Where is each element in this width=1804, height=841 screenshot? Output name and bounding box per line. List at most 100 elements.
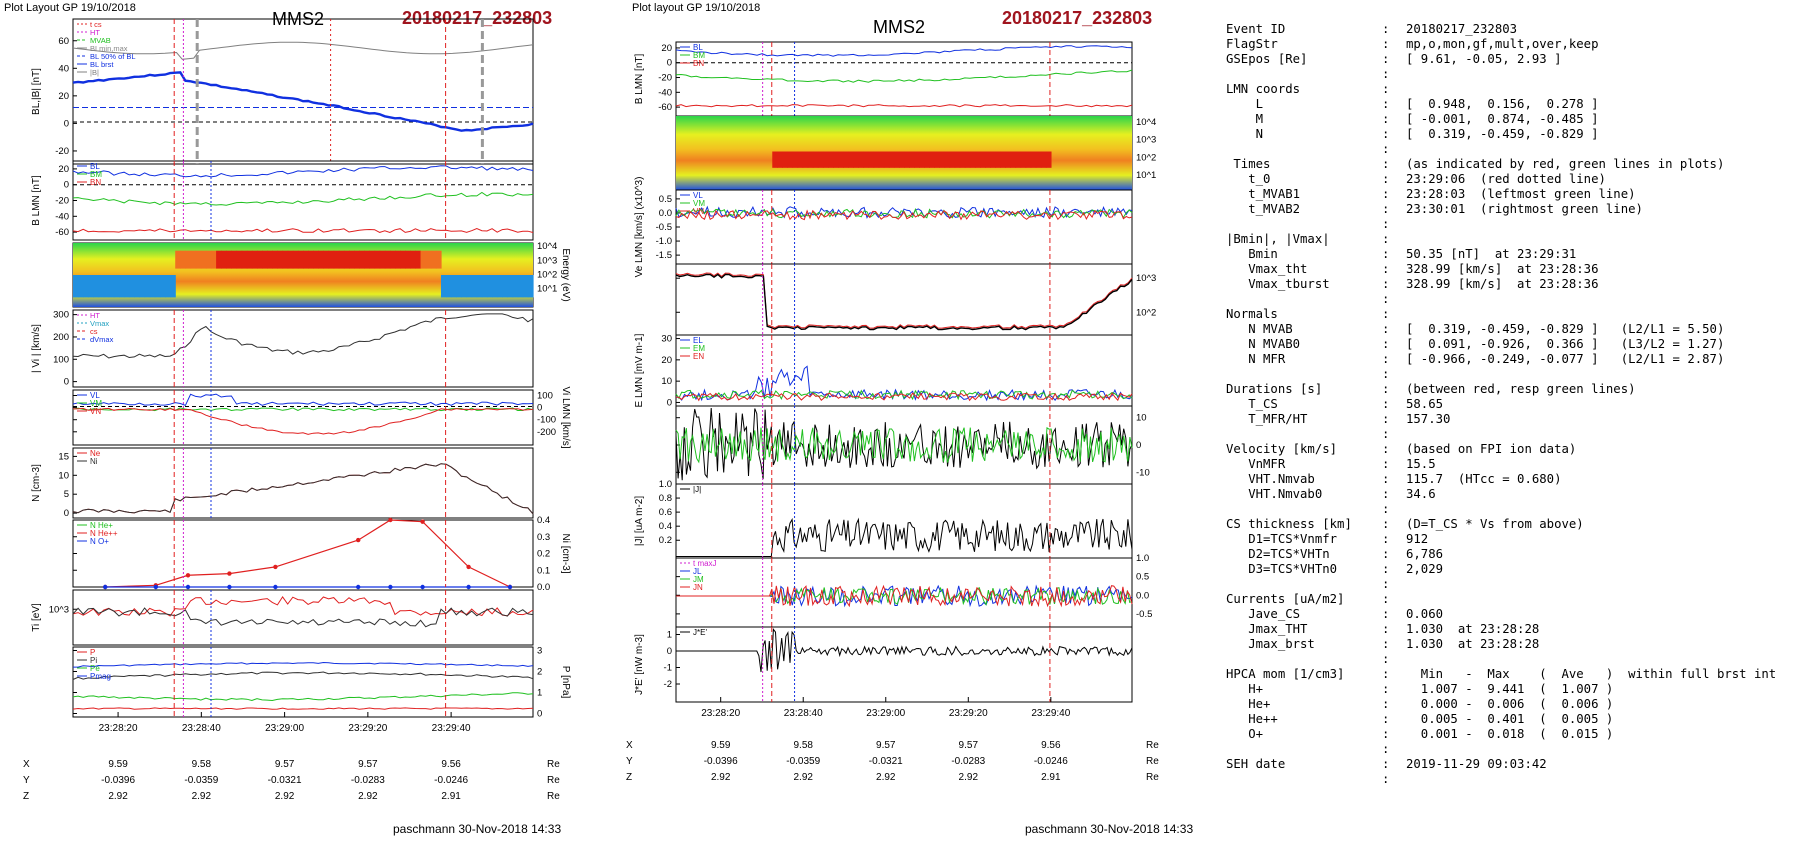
info-row: He++: 0.005 - 0.401 ( 0.005 ) [1226,712,1800,727]
info-separator: : [1382,532,1390,546]
info-value: 6,786 [1406,547,1444,561]
info-key: N MVAB0 [1226,337,1301,351]
info-row: |Bmin|, |Vmax|: [1226,232,1800,247]
info-row: D2=TCS*VHTn: 6,786 [1226,547,1800,562]
spacecraft-title-middle: MMS2 [873,17,926,37]
legend-entry: EM [693,344,705,353]
orbit-value: 9.57 [876,740,896,751]
info-row: t_MVAB2: 23:30:01 (rightmost green line) [1226,202,1800,217]
mid-spectrogram-cell [995,151,1001,168]
left-panel-blmn-tick-label: -20 [55,196,69,207]
info-key: LMN coords [1226,82,1301,96]
left-panel-minor-ions-tick-label: 0.3 [537,532,550,543]
mid-spectrogram-cell [782,151,789,168]
legend-entry: t cs [90,20,102,29]
mid-spectrogram-cell [914,151,920,168]
info-key: HPCA mom [1/cm3] [1226,667,1345,681]
info-separator: : [1382,97,1390,111]
left-spectrogram-cell [205,250,212,269]
x-tick-label: 23:29:20 [348,723,387,734]
info-row: t_MVAB1: 23:28:03 (leftmost green line) [1226,187,1800,202]
orbit-value: 2.92 [108,791,128,802]
mid-panel-em-ylabel: EM [mV m-2] [1159,416,1160,475]
info-value: 0.005 - 0.401 ( 0.005 ) [1406,712,1614,726]
info-value: 1.030 at 23:28:28 [1406,637,1540,651]
orbit-unit: Re [1146,740,1159,751]
left-spectrogram-cell [405,250,411,269]
info-row: : [1226,142,1800,157]
info-row: O+: 0.001 - 0.018 ( 0.015 ) [1226,727,1800,742]
mid-panel-jlmn-tick-label: 0.0 [1136,590,1149,601]
tperp-line [72,607,534,628]
info-row: N MVAB0: [ 0.091, -0.926, 0.366 ] (L3/L2 … [1226,337,1800,352]
left-panel-density-tick-label: 0 [64,508,69,519]
left-panel-density-tick-label: 5 [64,489,69,500]
left-spectrogram-cell [359,250,365,269]
left-panel-minor-ions-tick-label: 0.2 [537,549,550,560]
info-key: N MFR [1226,352,1286,366]
info-row: H+: 1.007 - 9.441 ( 1.007 ) [1226,682,1800,697]
legend-entry: |J| [693,485,701,494]
event-title-left: 20180217_232803 [402,8,553,28]
mid-panel-blmn-tick-label: -60 [658,102,672,113]
info-row: VHT.Nmvab0: 34.6 [1226,487,1800,502]
info-key: N [1226,127,1264,141]
legend-entry: t maxJ [693,559,717,568]
left-spectrogram-cell [124,275,130,298]
left-panel-blmn-frame [72,160,534,241]
mid-spectrogram-cell [1010,151,1017,168]
mid-spectrogram-cell [1015,151,1022,168]
orbit-value: -0.0246 [434,775,468,786]
left-panel-vi-ylabel: | Vi | [km/s] [31,324,42,373]
orbit-value: -0.0321 [268,775,302,786]
info-row: : [1226,367,1800,382]
info-row: Vmax_tht: 328.99 [km/s] at 23:28:36 [1226,262,1800,277]
mid-panel-elmn-tick-label: 30 [661,334,672,345]
info-key: L [1226,97,1264,111]
left-spectrogram-cell [400,250,406,269]
left-spectrogram-cell [384,250,391,269]
info-separator: : [1382,232,1390,246]
mid-panel-velmn-frame [675,189,1133,265]
orbit-value: -0.0396 [704,756,738,767]
mid-panel-spectrogram-tick-label: 10^3 [1136,135,1156,146]
info-separator: : [1382,322,1390,336]
left-spectrogram-cell [200,250,207,269]
info-value: 1.007 - 9.441 ( 1.007 ) [1406,682,1614,696]
mid-spectrogram-cell [1000,151,1006,168]
info-row: D1=TCS*Vnmfr: 912 [1226,532,1800,547]
mid-spectrogram-cell [934,151,941,168]
ve-n-line [675,209,1133,221]
orbit-value: 2.92 [358,791,378,802]
left-panel-pressure-tick-label: 2 [537,667,542,678]
left-panel-spectrogram-ylabel: Energy (eV) [560,248,571,301]
mid-panel-spectrogram-tick-label: 10^4 [1136,117,1156,128]
left-panel-bl-tick-label: 20 [58,91,69,102]
info-separator: : [1382,712,1390,726]
left-spectrogram-cell [502,275,509,298]
orbit-value: -0.0246 [1034,756,1068,767]
left-spectrogram-cell [103,275,110,298]
info-value: 0.000 - 0.006 ( 0.006 ) [1406,697,1614,711]
mid-panel-blmn-tick-label: -20 [658,73,672,84]
info-key: Jmax_brst [1226,637,1315,651]
legend-entry: EL [693,336,703,345]
info-value: 20180217_232803 [1406,22,1518,36]
tpar-line [72,596,534,617]
legend-entry: VM [90,399,102,408]
left-spectrogram-cell [113,275,120,298]
left-spectrogram-cell [435,250,442,269]
x-tick-label: 23:29:40 [1031,708,1070,719]
x-tick-label: 23:28:20 [701,708,740,719]
ni-line [72,463,534,515]
jdote-line [676,628,1133,673]
info-separator: : [1382,667,1390,681]
orbit-value: 2.92 [793,772,813,783]
mid-spectrogram-cell [843,151,849,168]
info-key: He+ [1226,697,1271,711]
info-key: Velocity [km/s] [1226,442,1338,456]
info-row: M: [ -0.001, 0.874, -0.485 ] [1226,112,1800,127]
info-row: LMN coords: [1226,82,1800,97]
left-spectrogram-cell [236,250,243,269]
info-row: : [1226,427,1800,442]
